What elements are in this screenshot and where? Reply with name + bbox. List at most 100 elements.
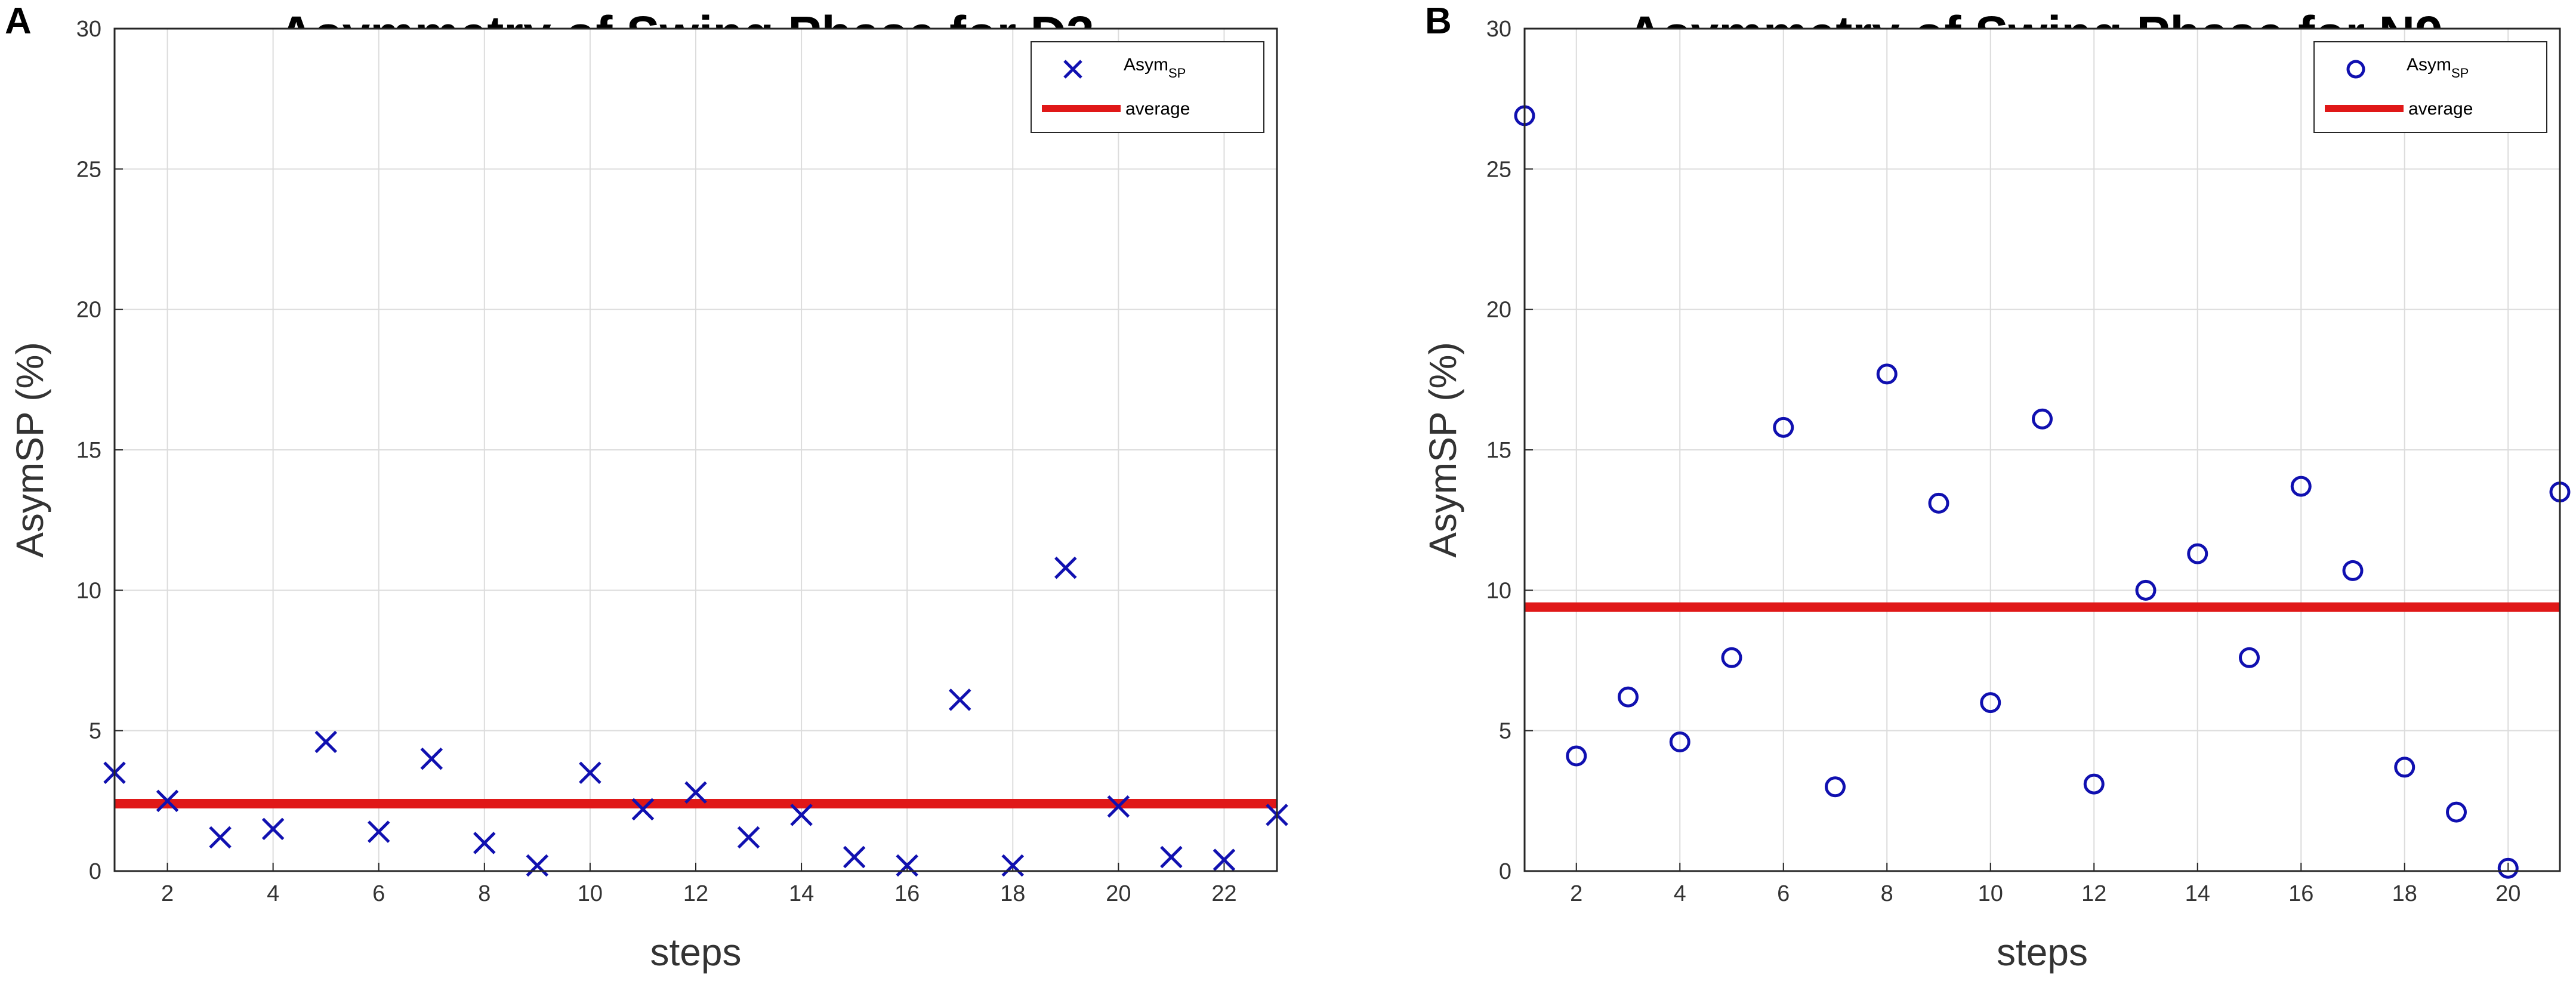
legend-box [1031, 41, 1264, 133]
x-tick-label: 6 [1777, 881, 1790, 906]
x-tick-label: 22 [1211, 881, 1236, 906]
y-axis-label: AsymSP (%) [8, 342, 51, 558]
data-point-circle-marker [2290, 476, 2312, 497]
data-point-circle-marker [1618, 686, 1639, 708]
x-tick-label: 4 [1674, 881, 1686, 906]
x-tick-label: 8 [1881, 881, 1893, 906]
data-point-circle-marker [2135, 579, 2157, 601]
data-point-x-marker [896, 854, 918, 877]
legend-series-name: Asym [2407, 55, 2451, 75]
data-point-circle-marker [2187, 543, 2208, 564]
x-tick-label: 4 [267, 881, 279, 906]
x-tick-label: 20 [2495, 881, 2521, 906]
chart-panel-a: AAsymmetry of Swing Phase for D324681012… [5, 1, 1288, 974]
legend-circle-marker [2346, 60, 2365, 79]
x-tick-label: 10 [1978, 881, 2003, 906]
data-point-x-marker [1001, 854, 1025, 877]
legend-average-label: average [2408, 99, 2473, 119]
x-tick-label: 12 [2081, 881, 2106, 906]
y-tick-label: 5 [89, 719, 101, 744]
data-point-x-marker [156, 789, 179, 813]
panel-letter: B [1425, 1, 1452, 42]
data-point-circle-marker [2239, 647, 2260, 668]
data-point-x-marker [737, 826, 760, 849]
axes-box [113, 27, 1278, 872]
legend-box [2313, 41, 2547, 133]
data-point-x-marker [420, 747, 443, 770]
y-tick-label: 0 [1499, 859, 1511, 884]
y-tick-label: 20 [76, 298, 101, 323]
y-tick-label: 25 [76, 157, 101, 182]
y-tick-label: 15 [1486, 438, 1511, 463]
x-axis-label: steps [650, 931, 742, 974]
axes-box [1523, 27, 2561, 872]
y-tick-label: 10 [76, 578, 101, 603]
legend-series-name: Asym [1124, 55, 1168, 75]
x-tick-label: 20 [1106, 881, 1131, 906]
x-tick-label: 10 [578, 881, 603, 906]
data-point-circle-marker [2497, 857, 2519, 879]
data-point-x-marker [790, 804, 813, 826]
x-tick-label: 16 [2288, 881, 2313, 906]
x-axis-label: steps [1997, 931, 2088, 974]
x-tick-label: 14 [2185, 881, 2210, 906]
x-tick-label: 6 [372, 881, 385, 906]
data-point-x-marker [1107, 795, 1130, 818]
data-point-x-marker [261, 817, 285, 841]
data-point-x-marker [526, 854, 549, 877]
data-point-x-marker [1213, 848, 1236, 871]
data-point-circle-marker [2342, 560, 2364, 581]
y-tick-label: 25 [1486, 157, 1511, 182]
legend-series-label: AsymSP [2407, 55, 2469, 81]
data-point-circle-marker [1566, 745, 1587, 767]
data-point-circle-marker [2032, 408, 2053, 430]
data-point-x-marker [579, 761, 601, 785]
y-tick-label: 20 [1486, 298, 1511, 323]
data-point-circle-marker [1825, 776, 1846, 798]
y-tick-label: 30 [1486, 17, 1511, 42]
x-tick-label: 18 [2392, 881, 2417, 906]
data-point-circle-marker [1669, 731, 1690, 752]
x-tick-label: 8 [478, 881, 490, 906]
x-tick-label: 16 [894, 881, 920, 906]
panel-letter: A [5, 1, 32, 42]
data-point-x-marker [948, 689, 971, 711]
x-tick-label: 18 [1000, 881, 1025, 906]
x-tick-label: 12 [683, 881, 708, 906]
y-tick-label: 0 [89, 859, 101, 884]
data-point-x-marker [843, 845, 866, 869]
x-tick-label: 14 [789, 881, 814, 906]
data-point-circle-marker [1928, 492, 1949, 514]
data-point-circle-marker [1773, 416, 1794, 438]
legend-series-subscript: SP [1168, 66, 1186, 81]
data-point-x-marker [473, 832, 496, 854]
data-point-circle-marker [2394, 757, 2415, 778]
data-point-x-marker [209, 826, 232, 849]
legend: AsymSP average [2313, 41, 2547, 133]
y-tick-label: 5 [1499, 719, 1511, 744]
data-point-x-marker [631, 798, 655, 821]
y-tick-label: 10 [1486, 578, 1511, 603]
data-point-circle-marker [1980, 692, 2001, 714]
data-point-x-marker [367, 820, 390, 843]
data-point-circle-marker [1876, 363, 1898, 385]
legend-average-label: average [1125, 99, 1190, 119]
x-tick-label: 2 [1570, 881, 1582, 906]
data-point-x-marker [314, 730, 337, 754]
data-point-x-marker [684, 781, 707, 804]
data-point-x-marker [1054, 556, 1077, 579]
legend-x-marker [1063, 60, 1082, 79]
y-tick-label: 30 [76, 17, 101, 42]
x-tick-label: 2 [161, 881, 174, 906]
legend: AsymSP average [1031, 41, 1264, 133]
data-point-x-marker [1160, 845, 1183, 869]
y-axis-label: AsymSP (%) [1421, 342, 1464, 558]
y-tick-label: 15 [76, 438, 101, 463]
legend-series-subscript: SP [2451, 66, 2469, 81]
legend-series-label: AsymSP [1124, 55, 1186, 81]
data-point-circle-marker [1721, 647, 1742, 668]
data-point-circle-marker [2446, 801, 2467, 823]
data-point-circle-marker [2083, 773, 2105, 795]
chart-panel-b: BAsymmetry of Swing Phase for N924681012… [1421, 1, 2571, 974]
